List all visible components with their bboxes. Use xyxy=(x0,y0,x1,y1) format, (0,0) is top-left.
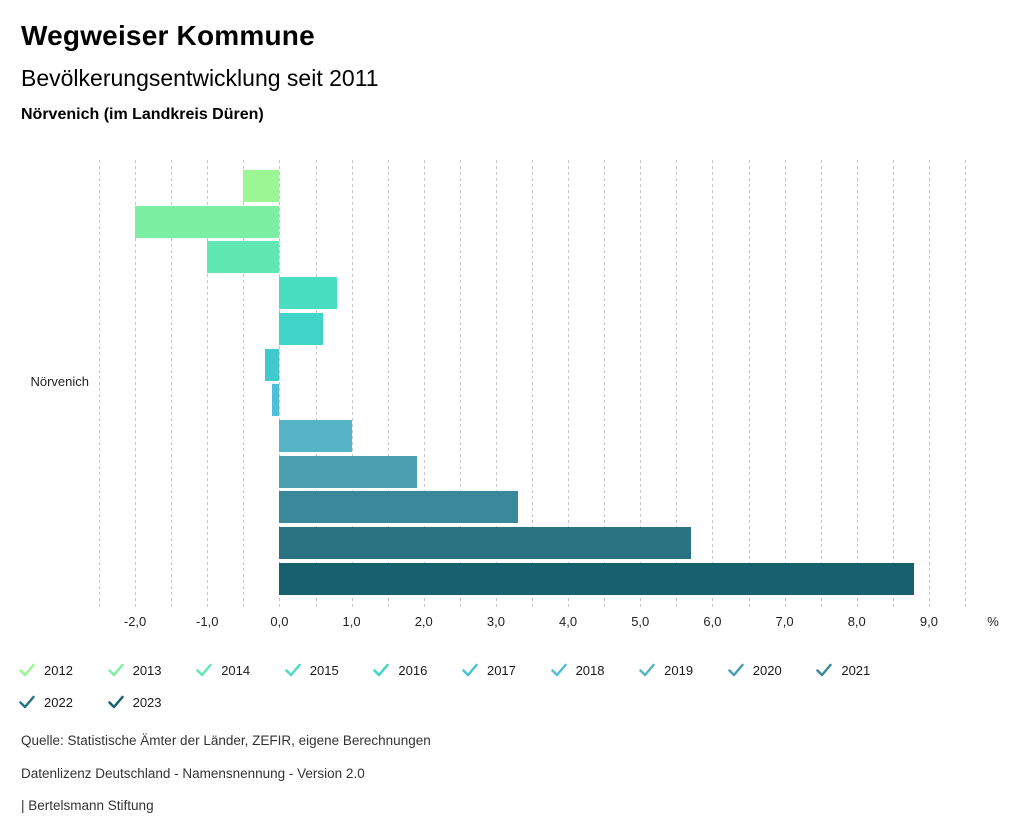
y-axis-category-label: Nörvenich xyxy=(30,374,89,389)
gridline xyxy=(820,160,822,608)
check-icon xyxy=(639,663,655,677)
gridline xyxy=(315,160,317,608)
gridline xyxy=(748,160,750,608)
x-axis-tick-label: 7,0 xyxy=(775,614,794,629)
region-title: Nörvenich (im Landkreis Düren) xyxy=(21,106,264,123)
legend-item-2021[interactable]: 2021 xyxy=(816,654,905,686)
gridline xyxy=(207,160,209,608)
legend-item-2015[interactable]: 2015 xyxy=(285,654,374,686)
legend-item-label: 2021 xyxy=(841,662,871,678)
legend-item-2023[interactable]: 2023 xyxy=(107,686,197,718)
plot-area: -2,0 -1,0 0,0 1,0 2,0 3,0 4,0 5,0 6,0 7,0 8,0 9,0% xyxy=(99,160,999,629)
legend-item-2019[interactable]: 2019 xyxy=(639,654,728,686)
bar-2012 xyxy=(243,170,280,202)
x-axis-tick-label: 1,0 xyxy=(342,614,361,629)
footer: Quelle: Statistische Ämter der Länder, Z… xyxy=(21,733,431,831)
gridline xyxy=(928,160,930,608)
legend-item-2017[interactable]: 2017 xyxy=(462,654,551,686)
bar-2014 xyxy=(207,241,280,274)
legend-item-2013[interactable]: 2013 xyxy=(107,654,197,686)
x-axis-tick-label: -1,0 xyxy=(196,614,219,629)
x-axis-tick-label: 0,0 xyxy=(270,614,289,629)
gridline xyxy=(99,160,100,608)
x-axis-tick-label: 2,0 xyxy=(414,614,433,629)
gridline xyxy=(604,160,606,608)
legend-item-label: 2022 xyxy=(44,694,73,710)
legend-item-label: 2012 xyxy=(44,662,73,678)
bar-2016 xyxy=(279,312,323,345)
check-icon xyxy=(107,695,124,709)
attribution-note: | Bertelsmann Stiftung xyxy=(21,798,154,813)
legend-item-label: 2018 xyxy=(575,662,605,678)
legend-item-2020[interactable]: 2020 xyxy=(728,654,817,686)
legend-item-label: 2016 xyxy=(398,662,428,678)
gridline xyxy=(676,160,678,608)
check-icon xyxy=(462,663,478,677)
source-note: Quelle: Statistische Ämter der Länder, Z… xyxy=(21,733,431,748)
gridline xyxy=(171,160,173,608)
legend-item-label: 2019 xyxy=(664,662,694,678)
x-axis-tick-label: 6,0 xyxy=(703,614,722,629)
gridline xyxy=(856,160,858,608)
gridline xyxy=(243,160,245,608)
chart-title: Bevölkerungsentwicklung seit 2011 xyxy=(21,65,379,91)
gridline xyxy=(892,160,894,608)
bar-2020 xyxy=(279,455,417,488)
bar-2013 xyxy=(135,205,280,238)
bar-2015 xyxy=(279,277,338,310)
x-axis-tick-label: 5,0 xyxy=(631,614,650,629)
gridline xyxy=(712,160,714,608)
check-icon xyxy=(107,663,124,677)
gridline xyxy=(784,160,786,608)
chart-header: Wegweiser Kommune Bevölkerungsentwicklun… xyxy=(21,20,379,124)
gridline xyxy=(532,160,533,608)
bar-2021 xyxy=(279,491,518,524)
legend-item-label: 2014 xyxy=(221,662,251,678)
gridline xyxy=(135,160,137,608)
gridline xyxy=(640,160,642,608)
gridline xyxy=(423,160,425,608)
bar-2018 xyxy=(272,384,280,417)
legend-item-label: 2023 xyxy=(132,694,162,710)
check-icon xyxy=(373,663,390,677)
gridline xyxy=(965,160,966,608)
bar-2019 xyxy=(279,419,352,452)
check-icon xyxy=(285,663,301,677)
check-icon xyxy=(816,663,833,677)
gridline xyxy=(387,160,389,608)
legend: 2012 2013 2014 2015 2016 2017 2018 2019 2020 2021… xyxy=(19,654,915,718)
x-axis-tick-label: 4,0 xyxy=(559,614,578,629)
legend-item-2012[interactable]: 2012 xyxy=(19,654,108,686)
x-axis-tick-label: -2,0 xyxy=(123,614,147,629)
gridline xyxy=(568,160,570,608)
gridline xyxy=(351,160,353,608)
legend-item-label: 2013 xyxy=(132,662,162,678)
legend-item-2016[interactable]: 2016 xyxy=(373,654,462,686)
legend-item-label: 2017 xyxy=(486,662,516,678)
check-icon xyxy=(728,663,744,677)
x-axis-tick-label: 3,0 xyxy=(486,614,505,629)
check-icon xyxy=(19,695,35,709)
bar-2017 xyxy=(264,348,280,381)
bar-2023 xyxy=(279,562,915,595)
legend-item-2014[interactable]: 2014 xyxy=(196,654,285,686)
check-icon xyxy=(196,663,212,677)
x-axis-tick-label: 8,0 xyxy=(847,614,866,629)
bar-2022 xyxy=(279,527,691,559)
check-icon xyxy=(550,663,567,677)
legend-item-2022[interactable]: 2022 xyxy=(19,686,108,718)
license-note: Datenlizenz Deutschland - Namensnennung … xyxy=(21,765,365,781)
check-icon xyxy=(19,663,35,677)
page-title: Wegweiser Kommune xyxy=(21,20,315,51)
legend-item-2018[interactable]: 2018 xyxy=(550,654,640,686)
gridline xyxy=(279,160,281,608)
x-axis-unit-label: % xyxy=(987,614,999,629)
legend-item-label: 2020 xyxy=(752,662,782,678)
legend-item-label: 2015 xyxy=(309,662,339,678)
x-axis-tick-label: 9,0 xyxy=(919,614,938,629)
gridline xyxy=(459,160,461,608)
gridline xyxy=(495,160,497,608)
